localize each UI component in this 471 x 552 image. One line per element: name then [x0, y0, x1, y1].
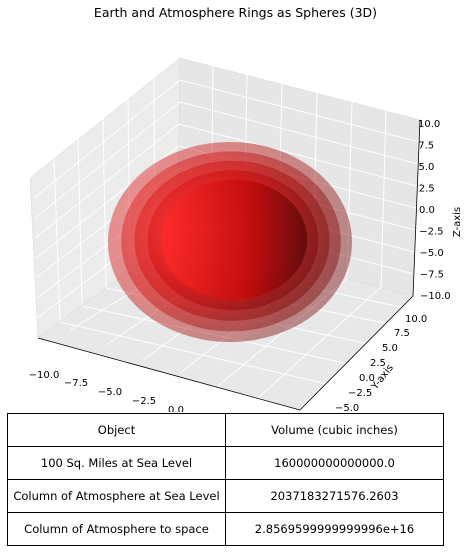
table-cell: 2.8569599999999996e+16	[225, 512, 444, 546]
table-header-row: Object Volume (cubic inches)	[7, 413, 444, 447]
z-tick-label: −7.5	[420, 270, 444, 281]
y-tick-label: 2.5	[370, 358, 386, 369]
y-tick-label: −5.0	[335, 403, 359, 412]
z-tick-label: 10.0	[418, 119, 440, 130]
y-axis-line	[299, 295, 414, 411]
sphere-radius-6	[160, 179, 308, 300]
table-row: Column of Atmosphere at Sea Level 2037183…	[7, 479, 444, 513]
3d-plot: −10.0 −7.5 −5.0 −2.5 0.0 −5.0 −2.5 0.0 2.5 5.0 7.…	[29, 57, 463, 412]
table-cell: Column of Atmosphere at Sea Level	[7, 479, 226, 513]
z-tick-labels: −10.0 −7.5 −5.0 −2.5 0.0 2.5 5.0 7.5 10.0	[418, 119, 451, 302]
x-axis-line	[37, 337, 301, 411]
y-tick-label: 10.0	[405, 314, 427, 325]
z-tick-label: 2.5	[419, 184, 435, 195]
x-tick-labels: −10.0 −7.5 −5.0 −2.5 0.0	[29, 370, 184, 412]
x-tick-label: −10.0	[29, 370, 60, 381]
table-row: Column of Atmosphere to space 2.856959999…	[7, 512, 444, 546]
table-header-cell: Volume (cubic inches)	[225, 413, 444, 447]
results-table: Object Volume (cubic inches) 100 Sq. Miles…	[7, 413, 444, 546]
y-tick-label: 5.0	[382, 343, 398, 354]
z-tick-label: 5.0	[419, 162, 435, 173]
y-tick-label: −2.5	[348, 388, 372, 399]
table-row: 100 Sq. Miles at Sea Level 16000000000000…	[7, 446, 444, 480]
z-tick-label: 7.5	[418, 141, 434, 152]
table-cell: 160000000000000.0	[225, 446, 444, 480]
y-tick-labels: −5.0 −2.5 0.0 2.5 5.0 7.5 10.0	[335, 314, 427, 412]
table-cell: 2037183271576.2603	[225, 479, 444, 513]
x-tick-label: −2.5	[132, 396, 156, 407]
chart-title: Earth and Atmosphere Rings as Spheres (3…	[93, 5, 378, 20]
x-tick-label: −5.0	[98, 387, 122, 398]
z-tick-label: 0.0	[419, 205, 435, 216]
table-header-cell: Object	[7, 413, 226, 447]
x-tick-label: 0.0	[168, 405, 184, 412]
spheres	[108, 141, 352, 343]
z-axis-line	[412, 119, 421, 297]
y-tick-label: 7.5	[394, 328, 410, 339]
z-tick-label: −5.0	[420, 248, 444, 259]
y-tick-label: 0.0	[359, 373, 375, 384]
z-tick-label: −2.5	[419, 227, 443, 238]
x-tick-label: −7.5	[64, 378, 88, 389]
z-tick-label: −10.0	[420, 291, 451, 302]
z-axis-label: Z-axis	[452, 207, 463, 237]
table-cell: Column of Atmosphere to space	[7, 512, 226, 546]
table-cell: 100 Sq. Miles at Sea Level	[7, 446, 226, 480]
